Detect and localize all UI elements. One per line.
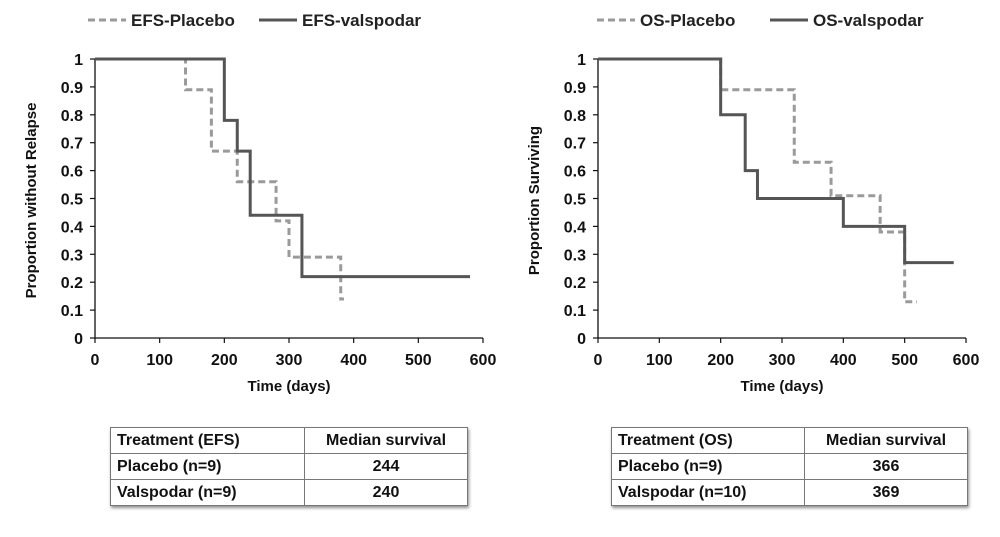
legend-label: OS-valspodar: [813, 11, 924, 30]
y-tick-label: 0.9: [564, 80, 586, 97]
table-header-row: Treatment (EFS) Median survival: [110, 427, 468, 454]
table-header-cell: Median survival: [304, 427, 468, 454]
efs-valspodar-line: [95, 57, 471, 279]
table-cell: Valspodar (n=9): [110, 479, 305, 506]
table-row: Valspodar (n=10) 369: [611, 479, 968, 506]
x-tick-label: 100: [646, 352, 673, 369]
os-median-table: Treatment (OS) Median survival Placebo (…: [611, 427, 968, 506]
table-row: Placebo (n=9) 244: [110, 453, 468, 480]
x-tick-label: 400: [340, 352, 367, 369]
y-tick-label: 0.6: [564, 164, 586, 181]
y-tick-label: 0.1: [61, 303, 83, 320]
efs-placebo-line: [95, 57, 344, 301]
table-header-cell: Treatment (OS): [611, 427, 805, 454]
table-cell: Placebo (n=9): [110, 453, 305, 480]
x-axis-title: Time (days): [247, 378, 330, 395]
efs-median-table: Treatment (EFS) Median survival Placebo …: [110, 427, 468, 506]
y-tick-label: 0: [74, 331, 83, 348]
y-tick-label: 0.6: [61, 164, 83, 181]
y-tick-label: 0.7: [564, 136, 586, 153]
table-cell: Placebo (n=9): [611, 453, 805, 480]
y-tick-label: 0.5: [564, 192, 586, 209]
table-cell: 369: [804, 479, 968, 506]
x-tick-label: 300: [769, 352, 796, 369]
y-tick-label: 0.8: [61, 108, 83, 125]
os-chart: 0 0.1 0.2 0.3 0.4 0.5 0.6 0.7 0.8 0.9 1 0 100 200 300 4…: [526, 11, 979, 395]
y-tick-label: 0.2: [61, 275, 83, 292]
y-tick-label: 1: [577, 52, 586, 69]
x-tick-label: 400: [830, 352, 857, 369]
legend-label: EFS-Placebo: [131, 11, 235, 30]
y-tick-label: 0.5: [61, 192, 83, 209]
table-cell: 366: [804, 453, 968, 480]
y-tick-label: 0.3: [61, 247, 83, 264]
x-tick-label: 500: [891, 352, 918, 369]
table-cell: 244: [304, 453, 468, 480]
x-tick-label: 500: [405, 352, 432, 369]
y-tick-label: 0.9: [61, 80, 83, 97]
y-tick-label: 0.4: [564, 219, 586, 236]
table-header-row: Treatment (OS) Median survival: [611, 427, 968, 454]
y-tick-label: 0.1: [564, 303, 586, 320]
y-tick-label: 0.8: [564, 108, 586, 125]
y-tick-label: 0: [577, 331, 586, 348]
table-cell: 240: [304, 479, 468, 506]
y-axis-title: Proportion without Relapse: [23, 103, 40, 299]
x-tick-label: 100: [146, 352, 173, 369]
x-tick-label: 0: [594, 352, 603, 369]
legend-label: OS-Placebo: [640, 11, 735, 30]
table-header-cell: Median survival: [804, 427, 968, 454]
x-tick-label: 200: [211, 352, 238, 369]
y-tick-label: 0.2: [564, 275, 586, 292]
x-tick-label: 0: [91, 352, 100, 369]
y-tick-label: 0.4: [61, 219, 83, 236]
x-axis-title: Time (days): [740, 378, 823, 395]
table-cell: Valspodar (n=10): [611, 479, 805, 506]
x-tick-label: 200: [707, 352, 734, 369]
os-valspodar-line: [598, 57, 954, 265]
x-tick-label: 600: [470, 352, 497, 369]
table-row: Placebo (n=9) 366: [611, 453, 968, 480]
table-row: Valspodar (n=9) 240: [110, 479, 468, 506]
y-tick-label: 0.7: [61, 136, 83, 153]
y-tick-label: 1: [74, 52, 83, 69]
x-tick-label: 600: [953, 352, 980, 369]
y-tick-label: 0.3: [564, 247, 586, 264]
table-header-cell: Treatment (EFS): [110, 427, 305, 454]
legend-label: EFS-valspodar: [302, 11, 421, 30]
y-axis-title: Proportion Surviving: [526, 126, 543, 275]
efs-chart: 0 0.1 0.2 0.3 0.4 0.5 0.6 0.7 0.8 0.9 1 0 100 200 300 4…: [23, 11, 496, 395]
x-tick-label: 300: [276, 352, 303, 369]
